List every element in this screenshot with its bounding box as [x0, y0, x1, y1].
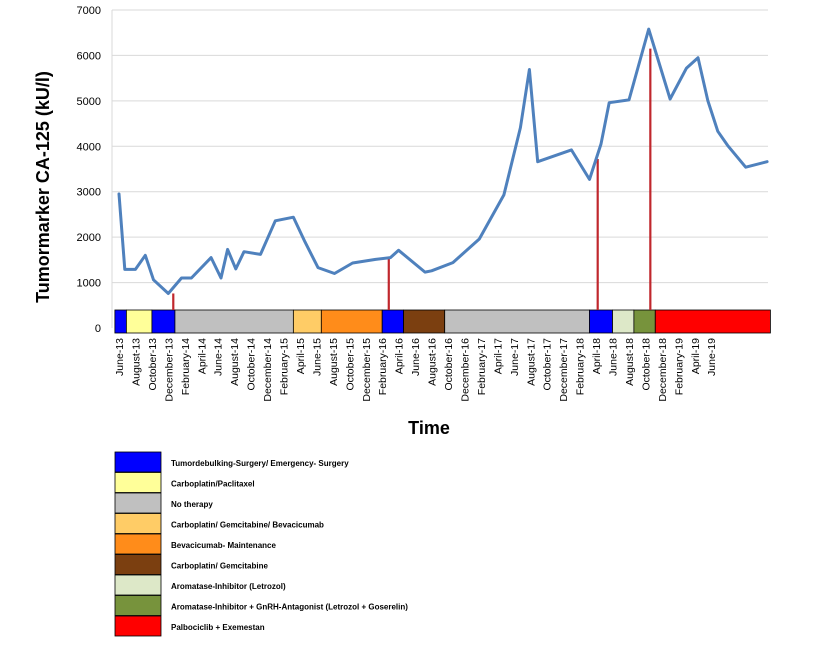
therapy-segment — [320, 309, 383, 334]
y-tick-label: 0 — [95, 323, 101, 335]
gridlines — [111, 9, 768, 328]
x-tick-label: June-16 — [410, 338, 422, 376]
legend-swatch — [114, 554, 162, 575]
event-markers — [172, 48, 652, 310]
x-tick-label: December-13 — [163, 338, 175, 402]
legend-swatch — [114, 451, 162, 473]
x-tick-label: December-18 — [657, 338, 669, 402]
y-tick-label: 4000 — [77, 141, 101, 153]
x-tick-label: February-14 — [180, 338, 192, 395]
y-axis-title: Tumormarker CA-125 (kU/l) — [33, 71, 53, 303]
legend-label: Carboplatin/Paclitaxel — [171, 480, 255, 489]
x-tick-label: April-15 — [295, 338, 307, 374]
y-tick-label: 5000 — [77, 96, 101, 108]
therapy-segment — [151, 309, 176, 334]
x-tick-label: August-14 — [229, 338, 241, 386]
series-group — [117, 27, 769, 295]
x-tick-labels: June-13 August-13 October-13 December-13 Feb… — [114, 338, 718, 402]
y-tick-label: 2000 — [77, 232, 101, 244]
legend-label: Bevacicumab- Maintenance — [171, 541, 276, 550]
x-tick-label: June-19 — [706, 338, 718, 376]
x-tick-label: August-16 — [427, 338, 439, 386]
x-tick-label: December-15 — [361, 338, 373, 402]
x-tick-label: August-15 — [328, 338, 340, 386]
x-tick-label: October-14 — [246, 338, 258, 391]
x-tick-label: February-19 — [673, 338, 685, 395]
x-tick-label: June-14 — [213, 338, 225, 376]
y-tick-label: 6000 — [77, 50, 101, 62]
therapy-segment — [612, 309, 635, 334]
therapy-segment — [126, 309, 153, 334]
legend-swatch — [114, 574, 162, 596]
x-tick-label: April-17 — [492, 338, 504, 374]
legend-swatch — [114, 492, 162, 514]
legend: Tumordebulking-Surgery/ Emergency- Surge… — [114, 451, 408, 637]
legend-label: Aromatase-Inhibitor + GnRH-Antagonist (L… — [171, 603, 408, 612]
y-tick-label: 1000 — [77, 278, 101, 290]
x-tick-label: October-13 — [147, 338, 159, 391]
x-tick-label: April-19 — [690, 338, 702, 374]
therapy-segment — [654, 309, 771, 334]
x-axis-title: Time — [408, 418, 450, 438]
therapy-segment — [589, 309, 613, 334]
y-tick-label: 7000 — [77, 5, 101, 17]
therapy-segment — [403, 309, 446, 334]
x-tick-label: October-15 — [344, 338, 356, 391]
therapy-segment — [381, 309, 404, 334]
y-tick-labels: 0 1000 2000 3000 4000 5000 6000 7000 — [77, 5, 101, 335]
x-tick-label: October-18 — [640, 338, 652, 391]
x-tick-label: October-17 — [542, 338, 554, 391]
x-tick-label: June-17 — [509, 338, 521, 376]
x-tick-label: October-16 — [443, 338, 455, 391]
legend-label: Palbociclib + Exemestan — [171, 623, 265, 632]
legend-label: Tumordebulking-Surgery/ Emergency- Surge… — [171, 459, 349, 468]
legend-swatch — [114, 595, 162, 616]
legend-swatch — [114, 513, 162, 534]
x-tick-label: December-16 — [459, 338, 471, 402]
legend-swatch — [114, 533, 162, 555]
legend-label: Carboplatin/ Gemcitabine — [171, 562, 268, 571]
therapy-segment — [633, 309, 656, 334]
therapy-timeline-bar — [114, 309, 771, 334]
therapy-segment — [444, 309, 590, 334]
x-tick-label: December-17 — [558, 338, 570, 402]
x-tick-label: February-17 — [476, 338, 488, 395]
x-tick-label: August-17 — [525, 338, 537, 386]
x-tick-label: April-16 — [394, 338, 406, 374]
x-tick-label: February-15 — [279, 338, 291, 395]
legend-swatch — [114, 615, 162, 637]
x-tick-label: February-18 — [575, 338, 587, 395]
y-tick-label: 3000 — [77, 187, 101, 199]
x-tick-label: August-13 — [130, 338, 142, 386]
therapy-segment — [292, 309, 322, 334]
x-tick-label: June-18 — [608, 338, 620, 376]
series-line — [117, 27, 769, 295]
x-tick-label: February-16 — [377, 338, 389, 395]
x-tick-label: August-18 — [624, 338, 636, 386]
x-tick-label: April-14 — [196, 338, 208, 374]
therapy-segment — [114, 309, 127, 334]
legend-label: Aromatase-Inhibitor (Letrozol) — [171, 582, 286, 591]
legend-label: No therapy — [171, 500, 213, 509]
x-tick-label: June-13 — [114, 338, 126, 376]
x-tick-label: December-14 — [262, 338, 274, 402]
legend-label: Carboplatin/ Gemcitabine/ Bevacicumab — [171, 521, 324, 530]
legend-swatch — [114, 472, 162, 493]
therapy-segment — [174, 309, 294, 334]
x-tick-label: April-18 — [591, 338, 603, 374]
x-tick-label: June-15 — [311, 338, 323, 376]
